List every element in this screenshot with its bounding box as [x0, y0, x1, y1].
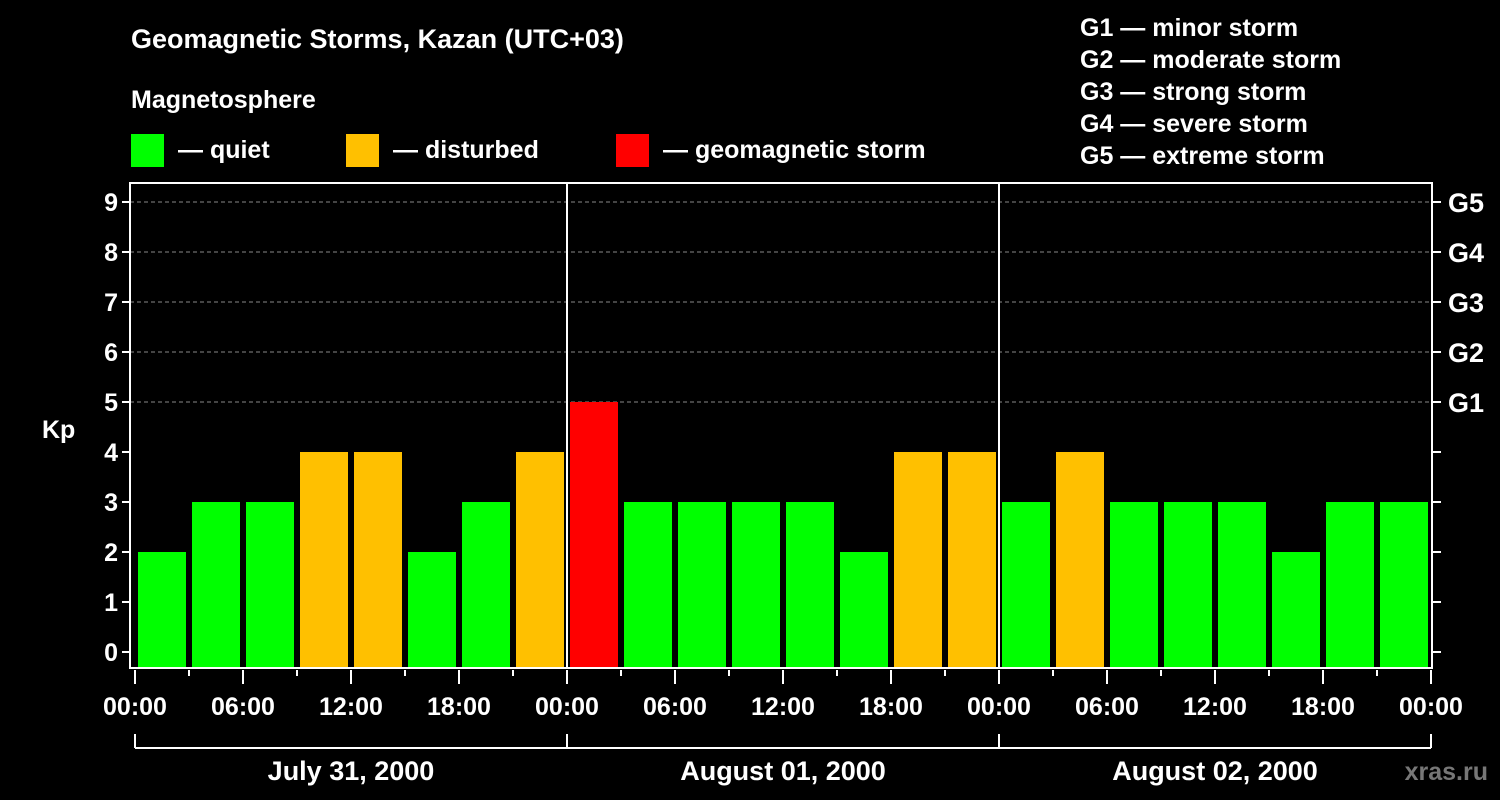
y-tick-label: 0 [104, 639, 118, 667]
kp-bar [354, 452, 402, 668]
legend-label: — disturbed [393, 135, 539, 164]
x-tick-label: 00:00 [103, 693, 167, 721]
y-tick-label: 4 [104, 439, 118, 467]
g-scale-label: G4 [1448, 238, 1484, 268]
chart-title: Geomagnetic Storms, Kazan (UTC+03) [131, 24, 624, 54]
x-tick-label: 00:00 [967, 693, 1031, 721]
plot-frame [129, 182, 1433, 669]
scale-g2: G2 — moderate storm [1080, 46, 1342, 74]
kp-bar [1326, 502, 1374, 668]
kp-bar [408, 552, 456, 668]
kp-bar [1110, 502, 1158, 668]
kp-bar [840, 552, 888, 668]
legend-swatch-storm [616, 133, 649, 167]
kp-bar [1380, 502, 1428, 668]
y-tick-label: 3 [104, 489, 118, 517]
legend-label: — geomagnetic storm [663, 135, 926, 164]
scale-g3: G3 — strong storm [1080, 78, 1307, 106]
legend-label: — quiet [178, 135, 270, 164]
g-scale-label: G2 [1448, 338, 1484, 368]
x-tick-label: 06:00 [1075, 693, 1139, 721]
y-tick-label: 9 [104, 189, 118, 217]
kp-bar [1218, 502, 1266, 668]
x-tick-label: 06:00 [211, 693, 275, 721]
y-tick-label: 8 [104, 239, 118, 267]
kp-bar [894, 452, 942, 668]
day-label: July 31, 2000 [268, 756, 435, 786]
kp-bar [138, 552, 186, 668]
legend-quiet: — quiet [131, 133, 270, 167]
kp-bar [1056, 452, 1104, 668]
day-label: August 01, 2000 [680, 756, 886, 786]
kp-bar [192, 502, 240, 668]
y-tick-label: 6 [104, 339, 118, 367]
watermark: xras.ru [1405, 758, 1488, 786]
kp-bar [246, 502, 294, 668]
y-tick-label: 2 [104, 539, 118, 567]
scale-g4: G4 — severe storm [1080, 110, 1308, 138]
legend-swatch-quiet [131, 133, 164, 167]
chart-subtitle: Magnetosphere [131, 86, 316, 114]
x-tick-label: 18:00 [1291, 693, 1355, 721]
kp-bar [570, 402, 618, 668]
legend-disturbed: — disturbed [346, 133, 539, 167]
y-tick-label: 7 [104, 289, 118, 317]
g-scale-label: G1 [1448, 388, 1484, 418]
x-tick-label: 12:00 [751, 693, 815, 721]
x-tick-label: 00:00 [1399, 693, 1463, 721]
y-tick-label: 5 [104, 389, 118, 417]
y-tick-label: 1 [104, 589, 118, 617]
legend-swatch-disturbed [346, 133, 379, 167]
legend-storm: — geomagnetic storm [616, 133, 926, 167]
kp-bar [786, 502, 834, 668]
g-scale-label: G5 [1448, 188, 1484, 218]
kp-bar [516, 452, 564, 668]
x-tick-label: 12:00 [1183, 693, 1247, 721]
kp-bar [300, 452, 348, 668]
kp-bar [1272, 552, 1320, 668]
kp-bar [948, 452, 996, 668]
kp-bar [1164, 502, 1212, 668]
x-tick-label: 06:00 [643, 693, 707, 721]
kp-bar [462, 502, 510, 668]
x-tick-label: 18:00 [427, 693, 491, 721]
kp-bar [624, 502, 672, 668]
x-tick-label: 12:00 [319, 693, 383, 721]
scale-g5: G5 — extreme storm [1080, 142, 1325, 170]
kp-bar [732, 502, 780, 668]
day-label: August 02, 2000 [1112, 756, 1318, 786]
scale-g1: G1 — minor storm [1080, 14, 1299, 42]
kp-bar [1002, 502, 1050, 668]
y-axis-label: Kp [42, 416, 75, 444]
x-tick-label: 00:00 [535, 693, 599, 721]
x-tick-label: 18:00 [859, 693, 923, 721]
kp-bar [678, 502, 726, 668]
g-scale-label: G3 [1448, 288, 1484, 318]
